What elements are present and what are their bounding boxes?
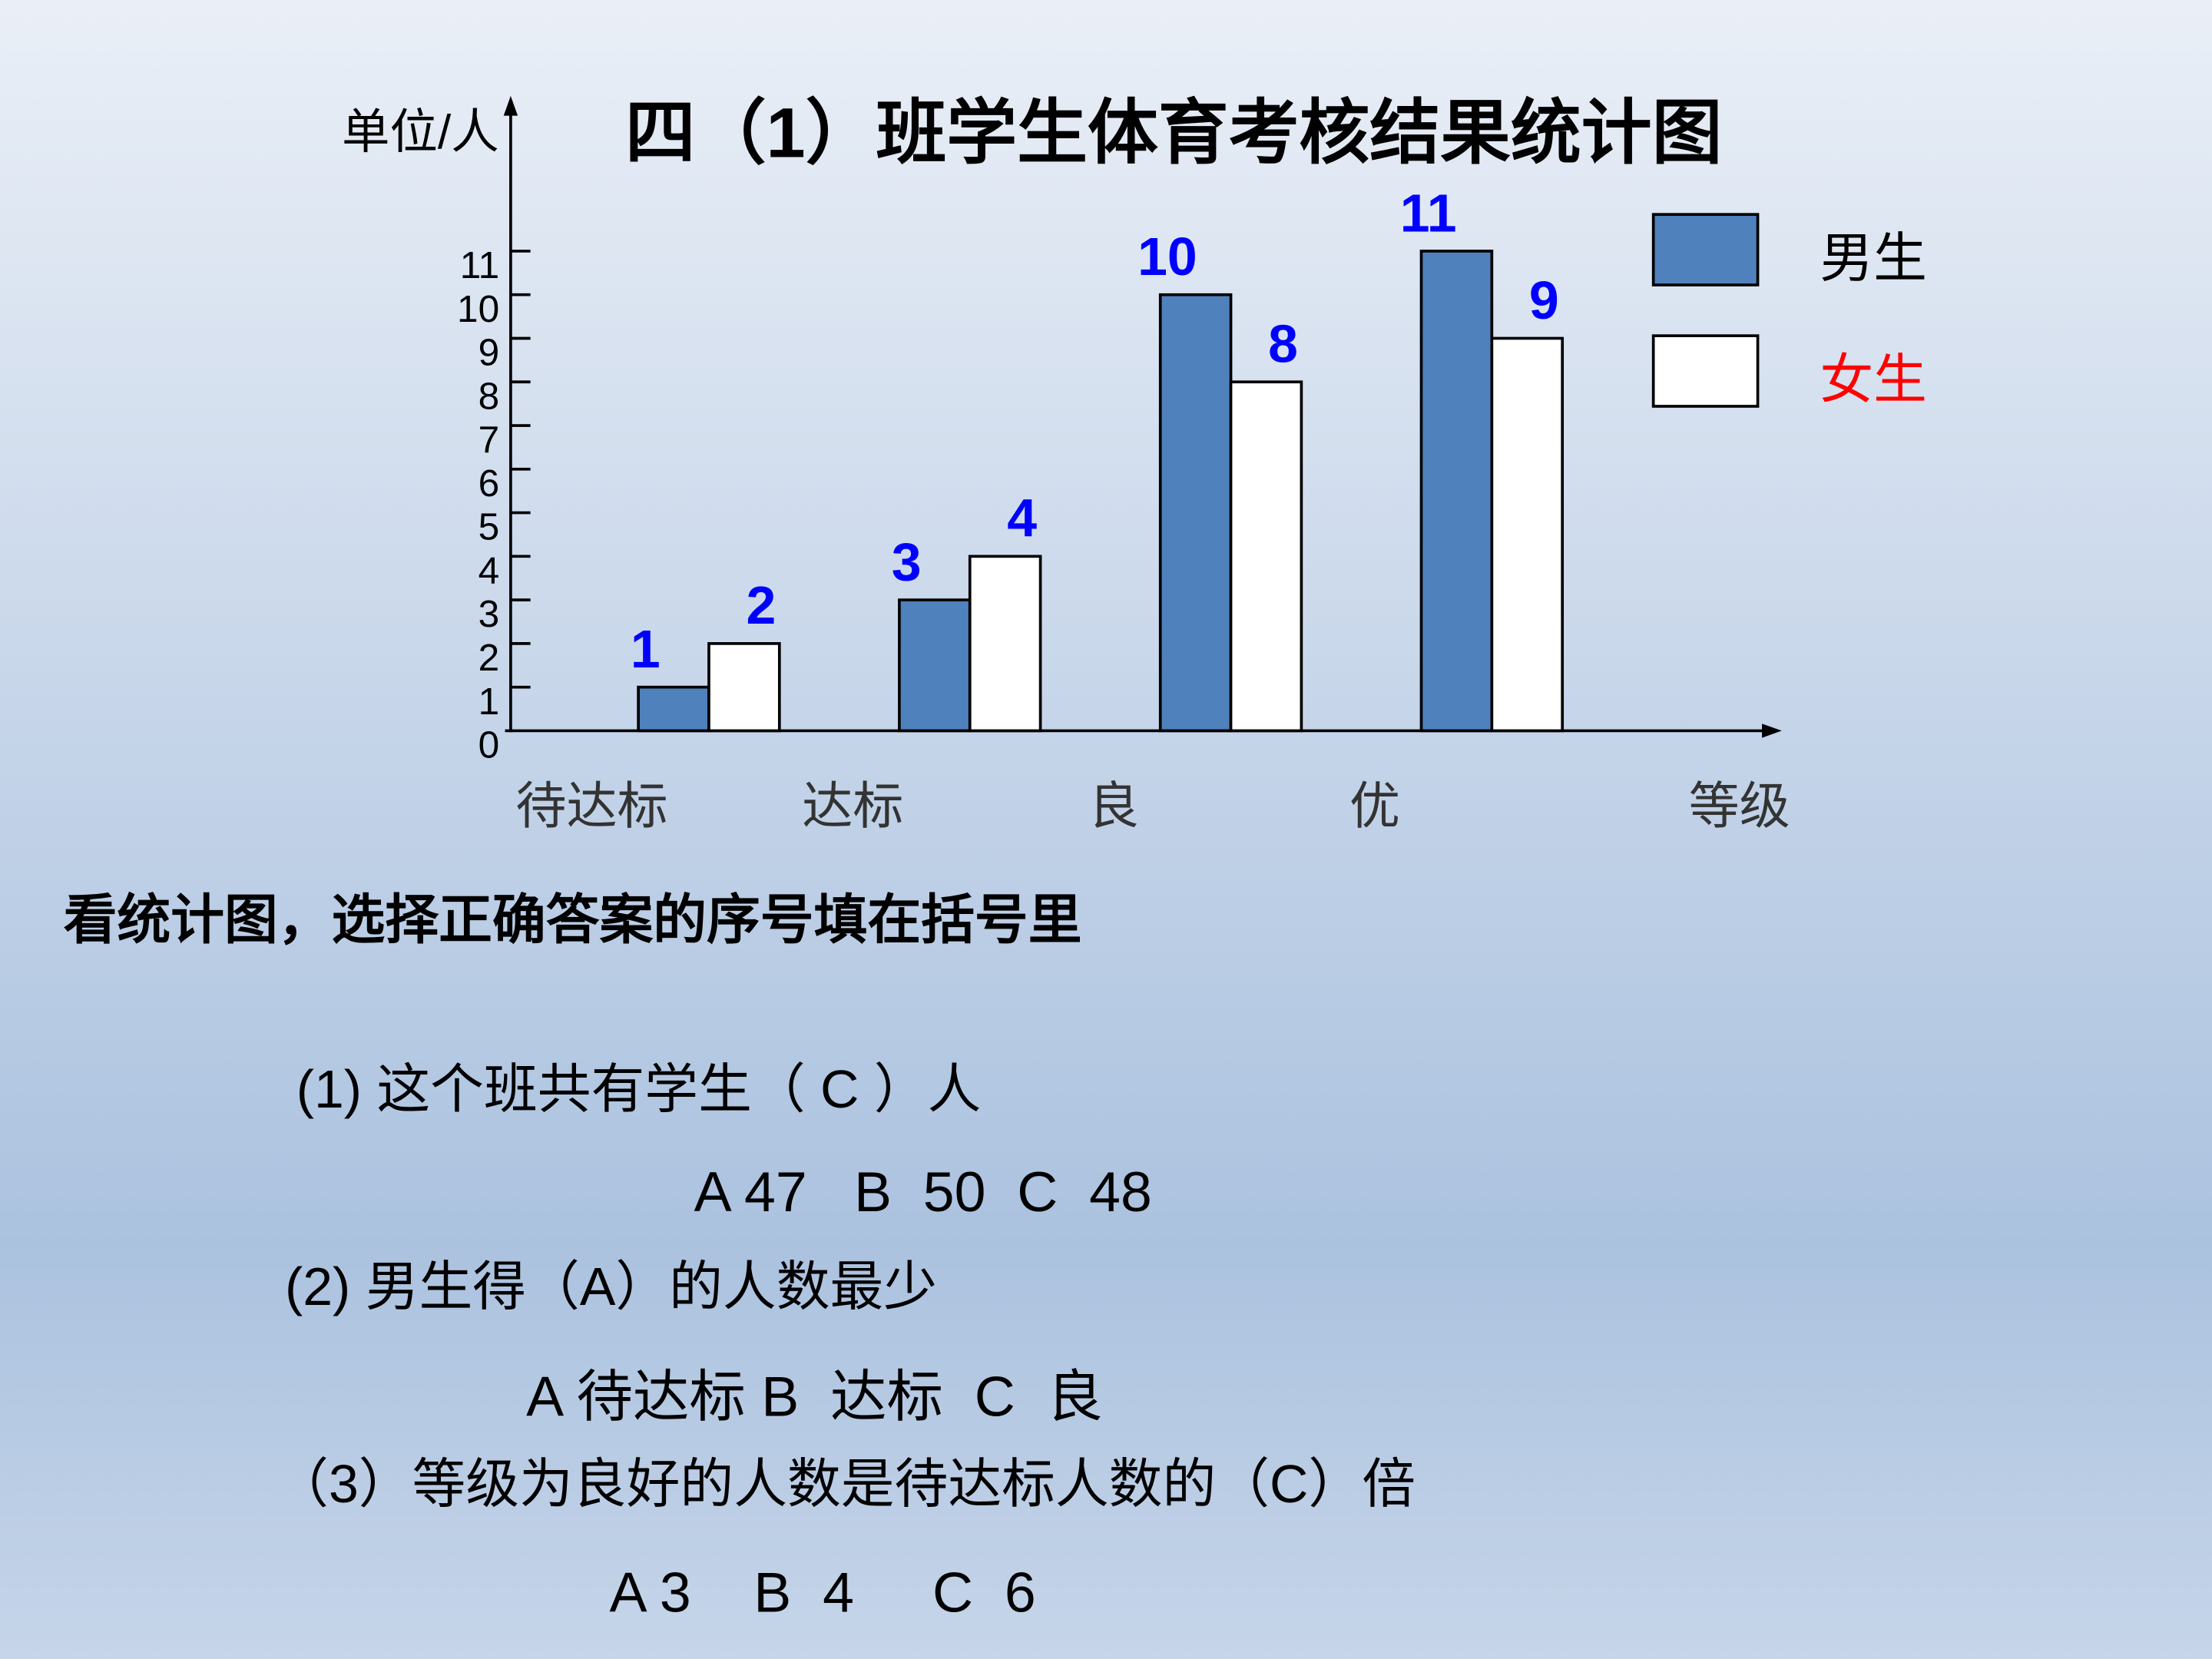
bar [968,555,1042,733]
y-tick-label: 5 [478,505,500,548]
y-tick-label: 1 [478,680,500,723]
value-label: 4 [1007,488,1037,548]
x-tick-label: 优 [1349,778,1400,835]
value-label: 9 [1529,270,1559,330]
y-tick-label: 2 [478,636,500,679]
legend-swatch [1651,334,1760,408]
question: （3）等级为良好的人数是待达标人数的（C）倍 [275,1454,1416,1514]
value-label: 3 [892,531,922,591]
question: (2) 男生得（A）的人数最少 [285,1257,937,1316]
bar [1229,380,1303,733]
value-label: 8 [1268,314,1298,374]
value-label: 11 [1400,183,1457,243]
y-tick-label: 4 [478,548,500,591]
legend-label: 女生 [1820,349,1927,409]
value-label: 1 [631,619,661,679]
legend-swatch [1651,213,1760,286]
y-axis-arrow [503,95,518,116]
value-label: 10 [1137,227,1197,286]
y-tick-label: 11 [460,243,499,286]
bar [637,685,710,733]
x-tick-label: 达标 [802,778,903,835]
y-tick-label: 6 [478,462,500,505]
y-tick-label: 7 [478,418,500,461]
bar [1419,250,1494,733]
x-axis-label: 等级 [1689,778,1790,835]
x-axis-arrow [1762,724,1782,738]
y-axis-label: 单位/人 [342,105,499,159]
y-tick-label: 0 [478,724,500,767]
x-tick-label: 良 [1088,778,1139,835]
y-tick-label: 3 [478,592,500,635]
value-label: 2 [747,575,777,635]
bar [1158,293,1233,733]
bar [898,598,972,733]
bar [707,642,781,733]
bar [1490,336,1565,733]
chart-title: 四（1）班学生体育考核结果统计图 [625,94,1723,172]
question: (1) 这个班共有学生（ C ）人 [296,1059,982,1119]
y-tick-label: 10 [457,287,499,330]
y-tick-label: 9 [478,331,500,374]
instruction: 看统计图，选择正确答案的序号填在括号里 [64,889,1082,949]
x-tick-label: 待达标 [515,778,667,835]
options: A 47 B 50 C 48 [694,1160,1152,1224]
y-tick-label: 8 [478,374,500,417]
legend-label: 男生 [1820,228,1927,288]
options: A 3 B 4 C 6 [609,1561,1035,1624]
options: A 待达标 B 达标 C 良 [526,1364,1103,1428]
